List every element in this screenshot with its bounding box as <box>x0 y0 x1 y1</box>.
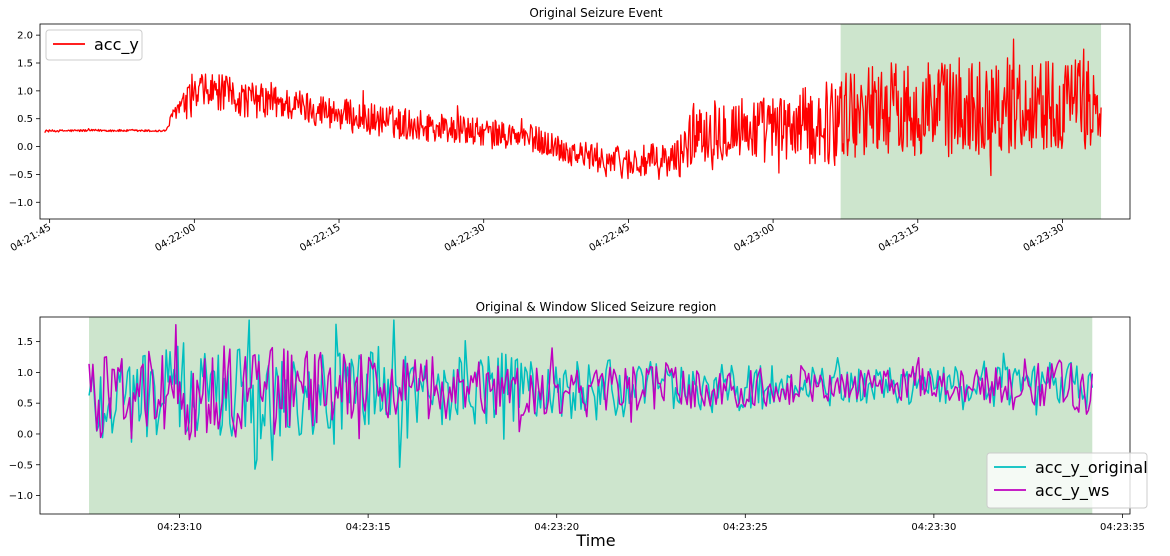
legend: acc_y <box>45 29 143 61</box>
legend-frame <box>986 452 1148 509</box>
chart-window-sliced-seizure-region: Original & Window Sliced Seizure region … <box>9 300 1148 550</box>
chart-title: Original Seizure Event <box>529 6 663 20</box>
y-tick-label: −0.5 <box>9 170 33 181</box>
y-tick-label: −1.0 <box>9 491 33 502</box>
x-tick-label: 04:22:15 <box>298 222 342 254</box>
x-tick-label: 04:23:30 <box>911 522 956 533</box>
series-line-acc-y-original <box>88 319 1094 470</box>
x-tick-label: 04:23:25 <box>723 522 768 533</box>
y-tick-label: 0.5 <box>17 114 33 125</box>
y-tick-label: 1.5 <box>17 337 33 348</box>
shaded-seizure-region <box>89 317 1093 514</box>
x-tick-label: 04:23:15 <box>346 522 391 533</box>
y-tick-label: 1.5 <box>17 59 33 70</box>
legend-label-acc-y: acc_y <box>94 35 139 55</box>
x-tick-label: 04:22:00 <box>153 222 197 254</box>
x-tick-label: 04:22:30 <box>443 222 487 254</box>
y-tick-label: −1.0 <box>9 198 33 209</box>
x-tick-label: 04:23:30 <box>1022 222 1066 254</box>
x-tick-label: 04:23:20 <box>534 522 579 533</box>
y-tick-label: 0.0 <box>17 142 33 153</box>
series-line-acc-y <box>44 38 1102 180</box>
series-line-acc-y-ws <box>88 324 1094 441</box>
legend: acc_y_original acc_y_ws <box>986 452 1148 509</box>
y-tick-label: 1.0 <box>17 86 33 97</box>
legend-frame <box>45 29 143 61</box>
chart-original-seizure-event: Original Seizure Event −1.0 −0.5 0.0 0.5 1.0… <box>9 6 1131 254</box>
x-axis-label: Time <box>575 531 615 550</box>
legend-label-acc-y-original: acc_y_original <box>1035 458 1148 478</box>
y-tick-label: −0.5 <box>9 460 33 471</box>
x-tick-label: 04:22:45 <box>588 222 632 254</box>
axes-frame <box>39 23 1131 220</box>
axes-frame <box>39 316 1131 515</box>
x-tick-label: 04:23:00 <box>732 222 776 254</box>
x-tick-label: 04:23:10 <box>157 522 202 533</box>
x-tick-label: 04:23:15 <box>877 222 921 254</box>
y-tick-label: 0.0 <box>17 429 33 440</box>
x-tick-label: 04:21:45 <box>9 222 53 254</box>
y-tick-label: 1.0 <box>17 368 33 379</box>
y-tick-label: 0.5 <box>17 399 33 410</box>
legend-label-acc-y-ws: acc_y_ws <box>1035 481 1109 501</box>
x-tick-label: 04:23:35 <box>1100 522 1145 533</box>
chart-title: Original & Window Sliced Seizure region <box>476 300 717 314</box>
y-tick-label: 2.0 <box>17 31 33 42</box>
